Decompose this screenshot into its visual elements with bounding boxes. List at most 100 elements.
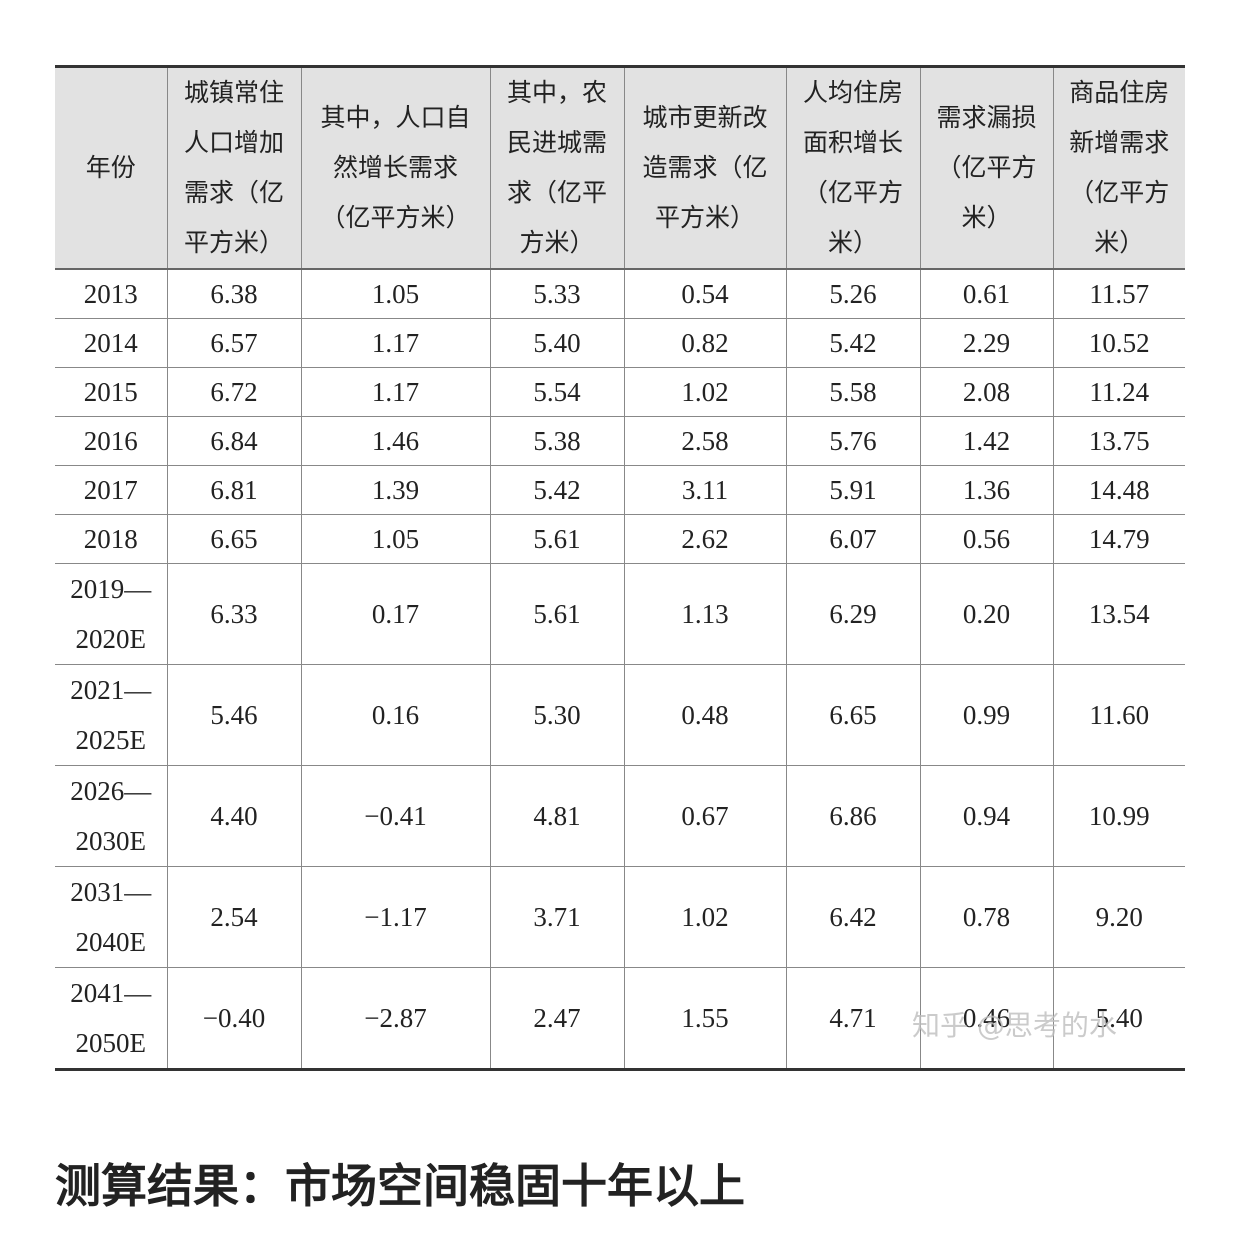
table-row: 2015 6.72 1.17 5.54 1.02 5.58 2.08 11.24 xyxy=(55,367,1185,417)
value-cell: −1.17 xyxy=(300,866,491,968)
year-cell: 2026—2030E xyxy=(55,765,168,867)
table-row: 2031—2040E 2.54 −1.17 3.71 1.02 6.42 0.78 9.20 xyxy=(55,866,1185,968)
header-cell: 城市更新改造需求（亿平方米） xyxy=(623,65,787,270)
table-row: 2016 6.84 1.46 5.38 2.58 5.76 1.42 13.75 xyxy=(55,416,1185,466)
table-row: 2013 6.38 1.05 5.33 0.54 5.26 0.61 11.57 xyxy=(55,268,1185,319)
value-cell: 5.30 xyxy=(489,664,625,766)
value-cell: 2.47 xyxy=(489,967,625,1071)
value-cell: 1.17 xyxy=(300,318,491,368)
header-cell: 城镇常住人口增加需求（亿平方米） xyxy=(166,65,302,270)
value-cell: 4.71 xyxy=(785,967,921,1071)
value-cell: 0.46 xyxy=(919,967,1054,1071)
value-cell: 3.71 xyxy=(489,866,625,968)
value-cell: 1.46 xyxy=(300,416,491,466)
value-cell: 0.94 xyxy=(919,765,1054,867)
value-cell: 5.38 xyxy=(489,416,625,466)
value-cell: 5.33 xyxy=(489,268,625,319)
value-cell: 6.72 xyxy=(166,367,302,417)
value-cell: 6.38 xyxy=(166,268,302,319)
value-cell: 2.58 xyxy=(623,416,787,466)
table-row: 2014 6.57 1.17 5.40 0.82 5.42 2.29 10.52 xyxy=(55,318,1185,368)
value-cell: 0.61 xyxy=(919,268,1054,319)
caption: 测算结果：市场空间稳固十年以上 xyxy=(55,1159,745,1213)
value-cell: 1.42 xyxy=(919,416,1054,466)
value-cell: 10.52 xyxy=(1052,318,1185,368)
year-cell: 2016 xyxy=(55,416,168,466)
value-cell: 0.48 xyxy=(623,664,787,766)
value-cell: 1.02 xyxy=(623,866,787,968)
value-cell: 5.91 xyxy=(785,465,921,515)
value-cell: 1.39 xyxy=(300,465,491,515)
header-cell: 人均住房面积增长（亿平方米） xyxy=(785,65,921,270)
value-cell: 6.57 xyxy=(166,318,302,368)
value-cell: 6.07 xyxy=(785,514,921,564)
value-cell: 0.99 xyxy=(919,664,1054,766)
table-row: 2041—2050E −0.40 −2.87 2.47 1.55 4.71 0.46 5.40 xyxy=(55,967,1185,1071)
value-cell: 4.40 xyxy=(166,765,302,867)
value-cell: 0.82 xyxy=(623,318,787,368)
year-cell: 2015 xyxy=(55,367,168,417)
header-cell: 商品住房新增需求（亿平方米） xyxy=(1052,65,1185,270)
value-cell: 13.54 xyxy=(1052,563,1185,665)
header-cell: 其中，人口自然增长需求（亿平方米） xyxy=(300,65,491,270)
value-cell: 0.20 xyxy=(919,563,1054,665)
value-cell: 6.29 xyxy=(785,563,921,665)
table-body: 2013 6.38 1.05 5.33 0.54 5.26 0.61 11.57 2014 6.5… xyxy=(55,268,1185,1071)
year-cell: 2021—2025E xyxy=(55,664,168,766)
header-cell: 其中，农民进城需求（亿平方米） xyxy=(489,65,625,270)
value-cell: 0.78 xyxy=(919,866,1054,968)
value-cell: 6.84 xyxy=(166,416,302,466)
year-cell: 2041—2050E xyxy=(55,967,168,1071)
value-cell: 1.17 xyxy=(300,367,491,417)
year-cell: 2018 xyxy=(55,514,168,564)
value-cell: 2.62 xyxy=(623,514,787,564)
value-cell: 1.13 xyxy=(623,563,787,665)
value-cell: 6.65 xyxy=(166,514,302,564)
value-cell: 10.99 xyxy=(1052,765,1185,867)
header-row: 年份 城镇常住人口增加需求（亿平方米） 其中，人口自然增长需求（亿平方米） 其中，农民… xyxy=(55,65,1185,270)
value-cell: 5.42 xyxy=(489,465,625,515)
value-cell: 0.67 xyxy=(623,765,787,867)
value-cell: 6.42 xyxy=(785,866,921,968)
value-cell: 0.16 xyxy=(300,664,491,766)
value-cell: −0.41 xyxy=(300,765,491,867)
table-row: 2017 6.81 1.39 5.42 3.11 5.91 1.36 14.48 xyxy=(55,465,1185,515)
data-table: 年份 城镇常住人口增加需求（亿平方米） 其中，人口自然增长需求（亿平方米） 其中，农民… xyxy=(55,65,1185,1071)
value-cell: 5.58 xyxy=(785,367,921,417)
header-cell: 需求漏损（亿平方米） xyxy=(919,65,1054,270)
value-cell: −0.40 xyxy=(166,967,302,1071)
year-cell: 2013 xyxy=(55,268,168,319)
value-cell: 1.02 xyxy=(623,367,787,417)
value-cell: 3.11 xyxy=(623,465,787,515)
value-cell: 1.36 xyxy=(919,465,1054,515)
value-cell: 0.54 xyxy=(623,268,787,319)
value-cell: 6.81 xyxy=(166,465,302,515)
value-cell: 11.57 xyxy=(1052,268,1185,319)
value-cell: 1.55 xyxy=(623,967,787,1071)
table-row: 2021—2025E 5.46 0.16 5.30 0.48 6.65 0.99 11.60 xyxy=(55,664,1185,766)
value-cell: 5.76 xyxy=(785,416,921,466)
value-cell: 5.40 xyxy=(1052,967,1185,1071)
value-cell: 5.26 xyxy=(785,268,921,319)
header-cell: 年份 xyxy=(55,65,168,270)
value-cell: 0.56 xyxy=(919,514,1054,564)
value-cell: 11.24 xyxy=(1052,367,1185,417)
watermark: 知乎 @思考的水 xyxy=(912,1009,1117,1042)
value-cell: 2.08 xyxy=(919,367,1054,417)
value-cell: 2.54 xyxy=(166,866,302,968)
value-cell: 1.05 xyxy=(300,514,491,564)
table-row: 2026—2030E 4.40 −0.41 4.81 0.67 6.86 0.94 10.99 xyxy=(55,765,1185,867)
value-cell: 5.40 xyxy=(489,318,625,368)
value-cell: 11.60 xyxy=(1052,664,1185,766)
table-row: 2019—2020E 6.33 0.17 5.61 1.13 6.29 0.20 13.54 xyxy=(55,563,1185,665)
value-cell: 6.65 xyxy=(785,664,921,766)
value-cell: 5.54 xyxy=(489,367,625,417)
value-cell: 6.33 xyxy=(166,563,302,665)
year-cell: 2019—2020E xyxy=(55,563,168,665)
value-cell: 4.81 xyxy=(489,765,625,867)
year-cell: 2031—2040E xyxy=(55,866,168,968)
value-cell: 9.20 xyxy=(1052,866,1185,968)
value-cell: 5.46 xyxy=(166,664,302,766)
value-cell: 6.86 xyxy=(785,765,921,867)
